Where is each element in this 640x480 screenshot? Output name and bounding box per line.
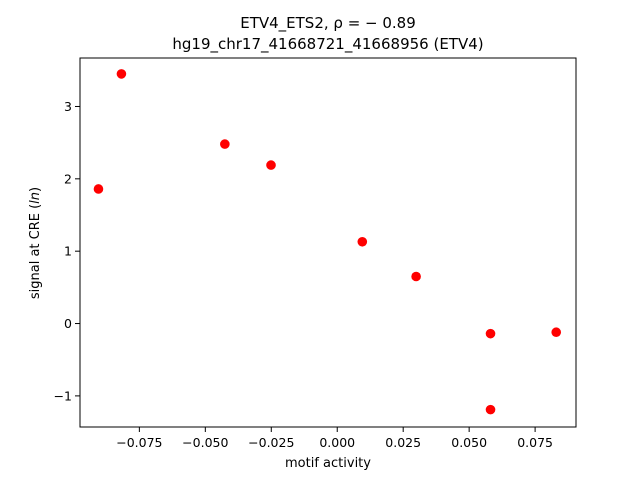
data-point xyxy=(551,327,562,338)
data-point xyxy=(357,236,368,247)
x-tick-label: 0.000 xyxy=(319,435,355,450)
data-points xyxy=(93,69,562,415)
chart-title-line2: hg19_chr17_41668721_41668956 (ETV4) xyxy=(172,35,483,54)
y-axis-label: signal at CRE (ln) xyxy=(28,187,43,299)
data-point xyxy=(485,404,496,415)
y-tick-label: 3 xyxy=(64,99,72,114)
data-point xyxy=(220,139,230,149)
data-point xyxy=(411,271,421,282)
y-tick-label: 2 xyxy=(64,171,72,186)
data-point xyxy=(266,160,276,170)
x-tick-label: 0.050 xyxy=(451,435,487,450)
y-tick-label: 0 xyxy=(64,316,72,331)
axis-ticks: −0.075 −0.050 −0.025 0.000 0.025 0.050 0.075 −1… xyxy=(54,99,553,450)
x-tick-label: 0.075 xyxy=(517,435,553,450)
x-axis-label: motif activity xyxy=(285,456,371,471)
x-tick-label: 0.025 xyxy=(385,435,421,450)
y-tick-label: −1 xyxy=(54,388,72,403)
x-tick-label: −0.025 xyxy=(248,435,294,450)
x-tick-label: −0.050 xyxy=(182,435,228,450)
data-point xyxy=(485,328,496,339)
y-tick-label: 1 xyxy=(64,244,72,259)
data-point xyxy=(93,184,104,194)
chart-title-line1: ETV4_ETS2, ρ = − 0.89 xyxy=(240,14,416,33)
plot-frame xyxy=(79,57,577,428)
data-point xyxy=(116,69,127,79)
x-tick-label: −0.075 xyxy=(116,435,162,450)
